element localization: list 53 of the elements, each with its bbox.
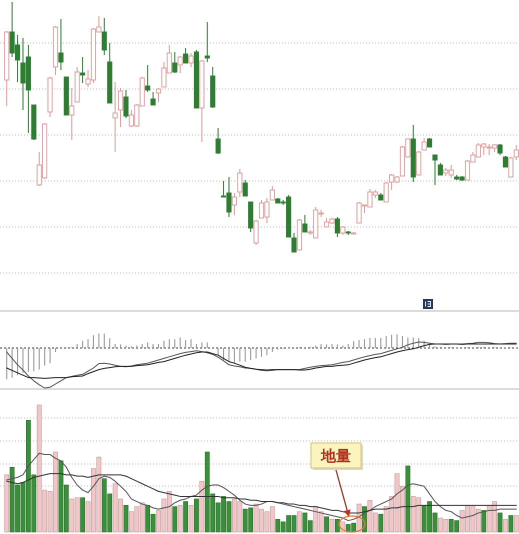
bar	[334, 519, 340, 532]
candlestick	[156, 88, 162, 102]
bar	[514, 515, 519, 532]
bar	[188, 505, 194, 532]
candlestick	[183, 48, 188, 64]
candlestick	[112, 82, 118, 152]
bar	[4, 474, 10, 532]
candlestick	[188, 52, 194, 68]
candlestick	[145, 64, 150, 92]
candlestick	[432, 154, 438, 186]
bar	[498, 512, 502, 532]
candlestick	[254, 220, 259, 246]
bar	[330, 519, 334, 532]
candlestick	[416, 150, 422, 176]
candlestick	[172, 52, 178, 74]
candlestick	[384, 182, 389, 202]
candlestick	[204, 22, 210, 62]
bar	[378, 514, 384, 532]
bar	[481, 510, 486, 532]
candlestick	[334, 216, 340, 238]
bar	[503, 519, 508, 532]
candlestick	[216, 128, 221, 154]
candlestick	[242, 180, 248, 196]
bar	[172, 506, 178, 532]
candlestick	[438, 162, 443, 176]
bar	[508, 515, 514, 532]
candlestick	[502, 156, 508, 168]
bar	[297, 511, 302, 532]
candlestick	[58, 18, 64, 70]
candlestick	[123, 90, 129, 118]
candlestick	[497, 144, 503, 156]
candlestick	[232, 192, 237, 216]
candlestick	[118, 88, 124, 128]
bar	[124, 505, 128, 532]
candlestick	[422, 138, 427, 150]
bar	[324, 516, 329, 532]
annotation: 地量	[320, 447, 351, 465]
candlestick	[102, 18, 107, 56]
candlestick	[178, 56, 183, 74]
bar	[405, 466, 410, 532]
bar	[183, 501, 188, 532]
candlestick	[302, 214, 308, 232]
candlestick	[237, 168, 242, 198]
candlestick	[270, 186, 275, 200]
bar	[199, 480, 204, 532]
bar	[178, 505, 183, 532]
candlestick	[69, 88, 74, 140]
candlestick	[150, 92, 156, 106]
candlestick	[508, 156, 514, 178]
candlestick	[80, 56, 86, 84]
bar	[80, 497, 86, 532]
bar	[194, 498, 199, 532]
candlestick	[291, 232, 297, 252]
